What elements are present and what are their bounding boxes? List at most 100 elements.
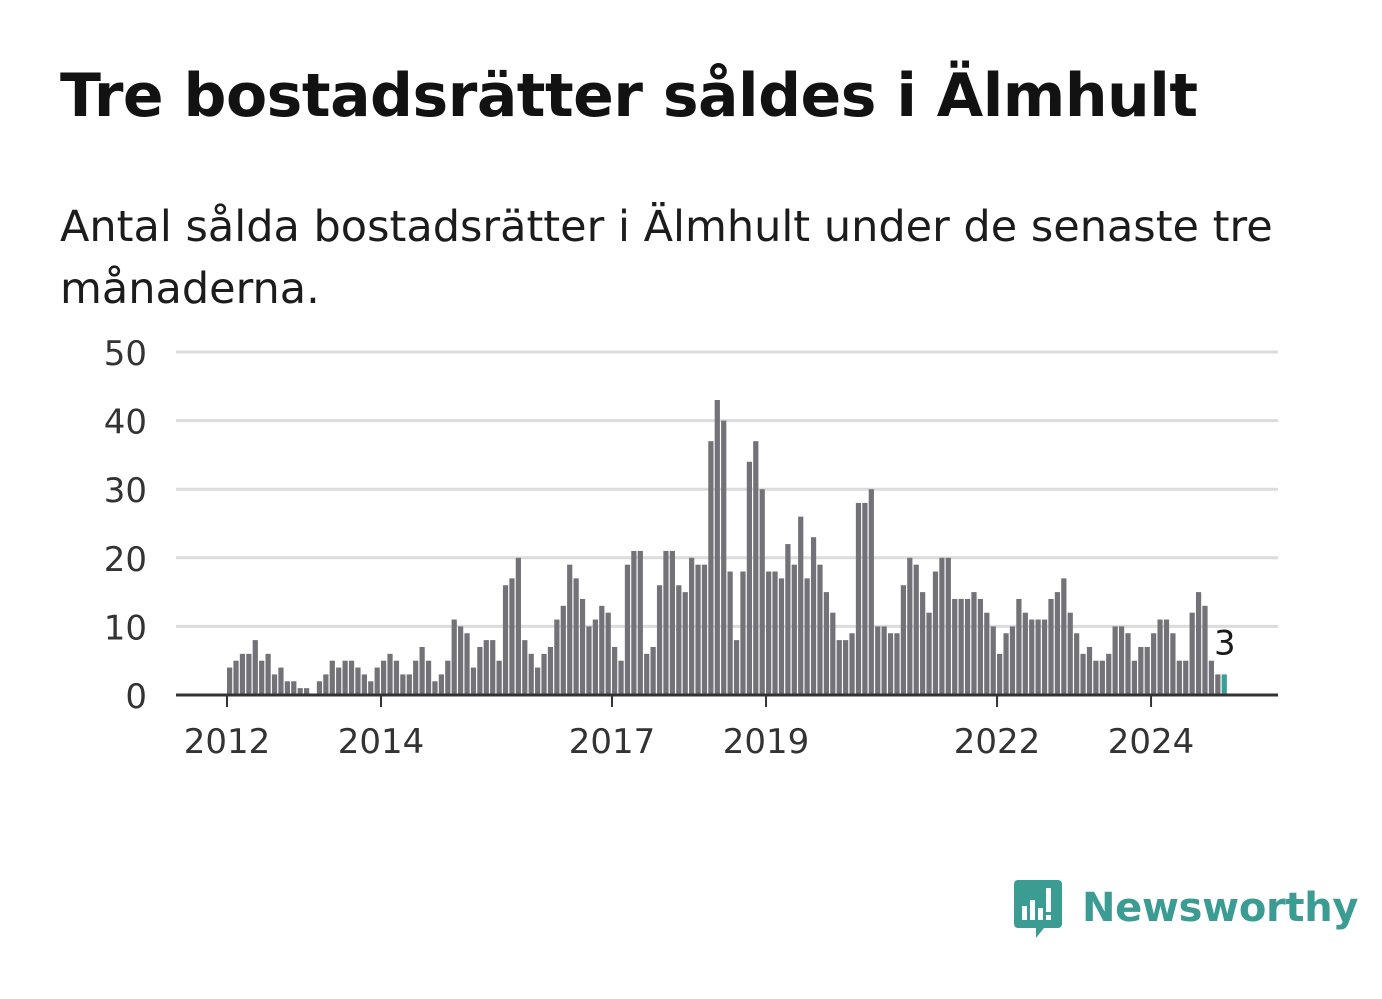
bar xyxy=(932,571,939,695)
bar xyxy=(438,674,444,695)
bar xyxy=(541,653,547,695)
bar xyxy=(381,660,387,695)
bar xyxy=(612,646,618,695)
y-tick-label: 50 xyxy=(104,334,147,374)
bar xyxy=(971,592,977,695)
bar xyxy=(1080,653,1086,695)
bar xyxy=(637,550,643,695)
bar-highlight xyxy=(1221,674,1227,695)
bar xyxy=(624,564,631,695)
bar xyxy=(477,646,483,695)
bar xyxy=(900,585,906,695)
bar xyxy=(753,441,759,695)
bar xyxy=(945,557,951,695)
y-tick-label: 30 xyxy=(104,471,147,511)
bar xyxy=(868,489,874,695)
bar xyxy=(810,537,817,695)
bar xyxy=(952,598,958,695)
bar xyxy=(695,564,701,695)
bar xyxy=(798,516,804,695)
bar xyxy=(1106,653,1112,695)
bar xyxy=(1215,674,1221,695)
bar xyxy=(445,660,451,695)
bar xyxy=(368,681,374,695)
bar xyxy=(502,585,509,695)
bar xyxy=(740,571,746,695)
bar xyxy=(766,571,772,695)
bar xyxy=(1151,633,1157,695)
bar xyxy=(663,550,669,695)
bar xyxy=(984,612,990,695)
bar xyxy=(291,681,297,695)
bar xyxy=(881,626,887,695)
bar xyxy=(1131,660,1138,695)
bar xyxy=(1183,660,1189,695)
x-tick-label: 2012 xyxy=(184,722,271,762)
brand-logo: Newsworthy xyxy=(1010,876,1359,940)
bar xyxy=(278,667,284,695)
bar xyxy=(400,674,406,695)
bar xyxy=(1093,660,1099,695)
bar xyxy=(990,626,996,695)
bar xyxy=(239,653,246,695)
bar xyxy=(1189,612,1195,695)
bar xyxy=(817,564,823,695)
bar xyxy=(560,605,566,695)
bar xyxy=(470,667,477,695)
bar xyxy=(714,400,720,695)
bar xyxy=(246,653,252,695)
bar xyxy=(464,633,470,695)
bar xyxy=(836,640,842,695)
bar xyxy=(631,550,637,695)
bar xyxy=(496,660,502,695)
bar xyxy=(458,626,464,695)
chart-subtitle: Antal sålda bostadsrätter i Älmhult unde… xyxy=(60,202,1273,314)
bar xyxy=(1176,660,1182,695)
bar xyxy=(676,585,682,695)
bar xyxy=(708,441,714,695)
bar xyxy=(605,612,611,695)
bar xyxy=(1041,619,1048,695)
bar xyxy=(413,660,419,695)
x-tick-label: 2022 xyxy=(954,722,1041,762)
bar xyxy=(1112,626,1118,695)
bar xyxy=(830,612,836,695)
bar xyxy=(419,646,425,695)
bar xyxy=(522,640,528,695)
bar xyxy=(284,681,290,695)
bar xyxy=(259,660,265,695)
bar xyxy=(920,592,926,695)
bar xyxy=(1086,646,1093,695)
bar xyxy=(964,598,971,695)
bar xyxy=(535,667,541,695)
bar xyxy=(393,660,400,695)
bar xyxy=(1163,619,1170,695)
bar xyxy=(701,564,708,695)
bar xyxy=(406,674,412,695)
bar xyxy=(721,420,727,695)
bar xyxy=(451,619,457,695)
bar xyxy=(547,646,554,695)
bar xyxy=(573,578,579,695)
bar xyxy=(355,667,361,695)
bar xyxy=(977,598,984,695)
bar xyxy=(554,619,560,695)
bar xyxy=(759,489,765,695)
x-tick-label: 2019 xyxy=(723,722,810,762)
bar xyxy=(1202,605,1208,695)
bar xyxy=(227,667,233,695)
bar xyxy=(336,667,342,695)
bar xyxy=(1054,592,1061,695)
bar xyxy=(1170,633,1176,695)
bar xyxy=(528,653,534,695)
x-tick-label: 2014 xyxy=(338,722,425,762)
bar xyxy=(374,667,380,695)
bar xyxy=(689,557,695,695)
bar xyxy=(515,557,521,695)
bar xyxy=(483,640,489,695)
bar xyxy=(1195,592,1202,695)
bar xyxy=(1029,619,1035,695)
bar xyxy=(579,598,586,695)
bar xyxy=(567,564,573,695)
